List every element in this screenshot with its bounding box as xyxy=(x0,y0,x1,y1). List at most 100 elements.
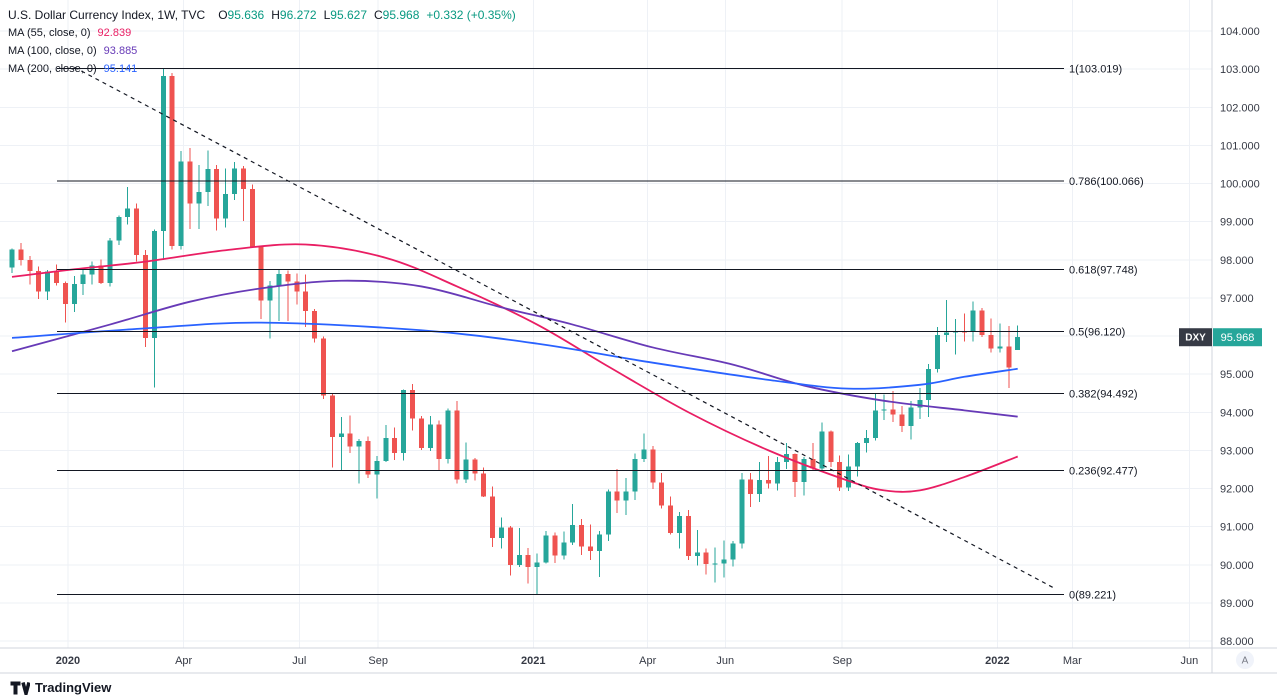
candle-body[interactable] xyxy=(321,338,326,396)
candle-body[interactable] xyxy=(303,291,309,312)
candle-body[interactable] xyxy=(766,480,771,484)
candle-body[interactable] xyxy=(703,552,709,564)
auto-scale-button-bg[interactable] xyxy=(1236,651,1254,669)
candle-body[interactable] xyxy=(71,284,77,304)
candle-body[interactable] xyxy=(810,458,816,469)
candle-body[interactable] xyxy=(392,437,398,454)
candle-body[interactable] xyxy=(632,459,638,492)
candle-body[interactable] xyxy=(507,527,513,565)
trendline[interactable] xyxy=(74,66,1054,589)
candle-body[interactable] xyxy=(979,310,985,336)
candle-body[interactable] xyxy=(739,479,745,544)
candle-body[interactable] xyxy=(427,424,433,449)
candle-body[interactable] xyxy=(27,259,33,272)
candle-body[interactable] xyxy=(534,562,540,568)
candle-body[interactable] xyxy=(694,552,700,556)
candle-body[interactable] xyxy=(329,395,335,438)
candle-body[interactable] xyxy=(267,285,273,301)
candle-body[interactable] xyxy=(80,274,86,285)
candle-body[interactable] xyxy=(89,265,95,275)
candle-body[interactable] xyxy=(143,254,148,338)
candle-body[interactable] xyxy=(579,525,585,547)
candle-body[interactable] xyxy=(952,331,958,333)
indicator-row-ma55[interactable]: MA (55, close, 0) 92.839 xyxy=(8,24,516,42)
candle-body[interactable] xyxy=(481,473,487,497)
candle-body[interactable] xyxy=(605,491,611,535)
candle-body[interactable] xyxy=(134,208,140,255)
candle-body[interactable] xyxy=(294,281,300,292)
candle-body[interactable] xyxy=(98,265,104,284)
candle-body[interactable] xyxy=(863,437,869,443)
candle-body[interactable] xyxy=(347,433,353,447)
candle-body[interactable] xyxy=(454,410,460,480)
candle-body[interactable] xyxy=(650,449,656,483)
candle-body[interactable] xyxy=(490,496,496,539)
ma55-line[interactable] xyxy=(11,243,1019,493)
candle-body[interactable] xyxy=(881,409,887,411)
candle-body[interactable] xyxy=(1015,337,1021,350)
candle-body[interactable] xyxy=(623,491,629,501)
candle-body[interactable] xyxy=(855,442,860,467)
candle-body[interactable] xyxy=(436,424,442,460)
candle-body[interactable] xyxy=(908,407,914,426)
candle-body[interactable] xyxy=(516,555,522,565)
candle-body[interactable] xyxy=(383,437,389,462)
candle-body[interactable] xyxy=(54,271,59,284)
candle-body[interactable] xyxy=(677,515,682,534)
candle-body[interactable] xyxy=(276,274,282,286)
candle-body[interactable] xyxy=(499,527,504,539)
candle-body[interactable] xyxy=(374,461,380,475)
candle-body[interactable] xyxy=(926,369,932,401)
candle-body[interactable] xyxy=(596,534,602,552)
candle-body[interactable] xyxy=(685,515,691,556)
candle-body[interactable] xyxy=(1006,346,1012,368)
candle-body[interactable] xyxy=(151,231,157,338)
candle-body[interactable] xyxy=(160,75,166,232)
candle-body[interactable] xyxy=(837,462,843,488)
ma200-line[interactable] xyxy=(11,321,1018,390)
candle-body[interactable] xyxy=(543,535,549,563)
candle-body[interactable] xyxy=(205,169,211,192)
ma100-line[interactable] xyxy=(11,279,1018,418)
candle-body[interactable] xyxy=(62,283,68,304)
candle-body[interactable] xyxy=(917,400,923,408)
candle-body[interactable] xyxy=(338,433,344,438)
candle-body[interactable] xyxy=(285,274,291,282)
candle-body[interactable] xyxy=(828,431,834,463)
candle-body[interactable] xyxy=(45,271,51,292)
candle-body[interactable] xyxy=(774,462,780,484)
candle-body[interactable] xyxy=(899,414,905,426)
candle-body[interactable] xyxy=(401,390,407,454)
candle-body[interactable] xyxy=(721,559,727,564)
candle-body[interactable] xyxy=(169,75,175,247)
candle-body[interactable] xyxy=(970,310,976,333)
candle-body[interactable] xyxy=(588,546,593,552)
candle-body[interactable] xyxy=(178,161,184,247)
candle-body[interactable] xyxy=(997,346,1003,349)
candle-body[interactable] xyxy=(819,431,825,469)
indicator-row-ma100[interactable]: MA (100, close, 0) 93.885 xyxy=(8,42,516,60)
candle-body[interactable] xyxy=(472,459,478,474)
fib-retracement[interactable]: 1(103.019) 0.786(100.066) 0.618(97.748) 0.5… xyxy=(57,63,1144,601)
candle-body[interactable] xyxy=(418,418,424,449)
auto-scale-button[interactable]: A xyxy=(1236,651,1254,669)
candle-body[interactable] xyxy=(988,335,994,349)
candle-body[interactable] xyxy=(223,193,229,219)
candle-body[interactable] xyxy=(641,449,647,460)
candle-body[interactable] xyxy=(525,555,531,568)
candle-body[interactable] xyxy=(792,453,798,483)
candle-body[interactable] xyxy=(561,542,567,556)
candle-body[interactable] xyxy=(552,535,558,556)
candle-body[interactable] xyxy=(18,249,24,260)
candle-body[interactable] xyxy=(712,563,718,565)
time-axis[interactable]: 2020 Apr Jul Sep 2021 Apr Jun Sep 2022 Mar Jun xyxy=(56,655,1199,667)
candle-body[interactable] xyxy=(196,191,202,204)
candle-body[interactable] xyxy=(659,482,665,506)
candle-body[interactable] xyxy=(258,246,264,301)
tradingview-logo[interactable]: TradingView xyxy=(10,680,111,695)
candle-body[interactable] xyxy=(935,334,941,370)
candle-body[interactable] xyxy=(365,440,371,475)
candle-body[interactable] xyxy=(356,440,362,447)
candle-body[interactable] xyxy=(944,332,949,335)
